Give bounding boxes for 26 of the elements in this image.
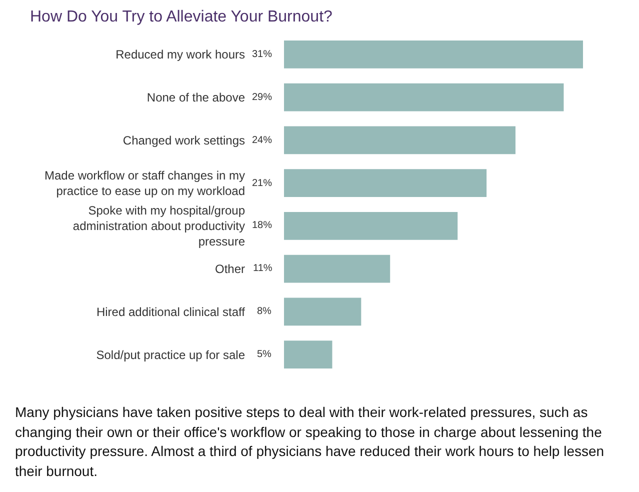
y-tick-label: Sold/put practice up for sale [96,348,246,362]
bar [284,40,583,68]
data-label: 5% [257,349,272,360]
y-tick-label: Made workflow or staff changes in my practice to ease up on my workload [44,168,245,198]
y-tick-label: Reduced my work hours [116,48,245,62]
data-label: 31% [252,49,272,60]
bar [284,169,487,197]
chart-title: How Do You Try to Alleviate Your Burnout? [30,8,333,26]
data-label: 8% [257,306,272,317]
y-tick-label: Hired additional clinical staff [96,304,246,319]
y-tick-label: None of the above [146,90,246,105]
data-label: 21% [252,178,272,189]
bar [284,254,390,283]
data-label: 18% [252,220,272,231]
data-label: 11% [253,263,272,274]
bar [284,212,458,240]
bar [284,126,516,154]
y-tick-label: Changed work settings [122,133,245,148]
data-label: 29% [252,92,272,103]
y-tick-label: Other [214,262,245,276]
text: Many physicians have taken positive steps to deal with their work-related pressures, such as changing their own or their office's workflow or speaking to those in charge about lessening the productivity pressure. Almost a third of physicians have reduced their work hours to help lessen their burnout. [15,403,606,482]
y-tick-label: Spoke with my hospital/group administration about productivity pressure [72,204,246,249]
bar [284,83,564,112]
bar [284,340,332,368]
bar [284,298,362,326]
data-label: 24% [252,135,272,146]
